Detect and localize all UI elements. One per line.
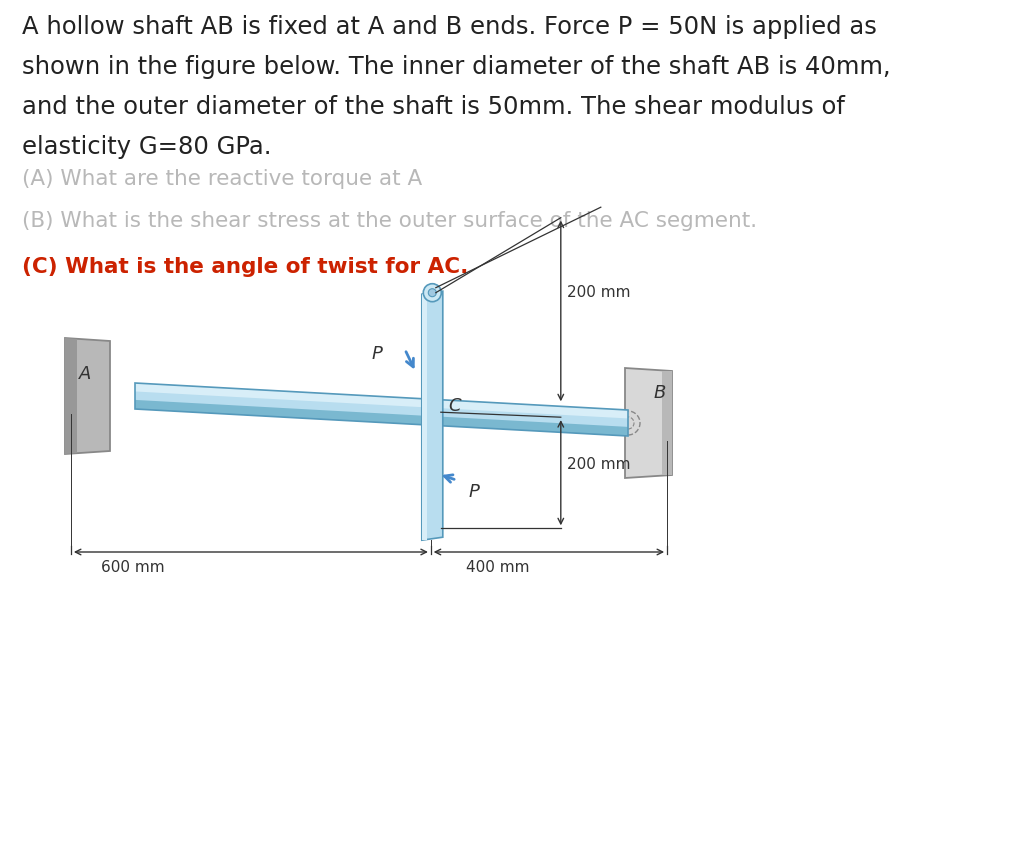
Text: 400 mm: 400 mm [466,561,529,576]
Text: 200 mm: 200 mm [567,457,631,472]
Text: P: P [372,345,383,363]
Circle shape [428,289,436,296]
Polygon shape [422,294,427,540]
Text: 600 mm: 600 mm [101,561,165,576]
Text: (C) What is the angle of twist for AC.: (C) What is the angle of twist for AC. [22,257,468,277]
Text: shown in the figure below. The inner diameter of the shaft AB is 40mm,: shown in the figure below. The inner dia… [22,55,891,79]
Polygon shape [65,338,77,454]
Text: B: B [653,384,667,402]
Text: P: P [469,484,479,501]
Polygon shape [65,338,110,454]
Polygon shape [422,291,442,540]
Text: A: A [79,365,91,383]
Text: (A) What are the reactive torque at A: (A) What are the reactive torque at A [22,169,422,189]
Text: 200 mm: 200 mm [567,285,631,301]
Text: A hollow shaft AB is fixed at A and B ends. Force P = 50N is applied as: A hollow shaft AB is fixed at A and B en… [22,15,877,39]
Polygon shape [135,383,628,436]
Text: C: C [447,397,461,415]
Text: and the outer diameter of the shaft is 50mm. The shear modulus of: and the outer diameter of the shaft is 5… [22,95,845,119]
Polygon shape [662,371,672,475]
Circle shape [423,283,441,302]
Text: (B) What is the shear stress at the outer surface of the AC segment.: (B) What is the shear stress at the oute… [22,211,757,231]
Text: elasticity G=80 GPa.: elasticity G=80 GPa. [22,135,271,159]
Polygon shape [135,400,628,436]
Polygon shape [625,368,672,478]
Polygon shape [135,383,628,418]
